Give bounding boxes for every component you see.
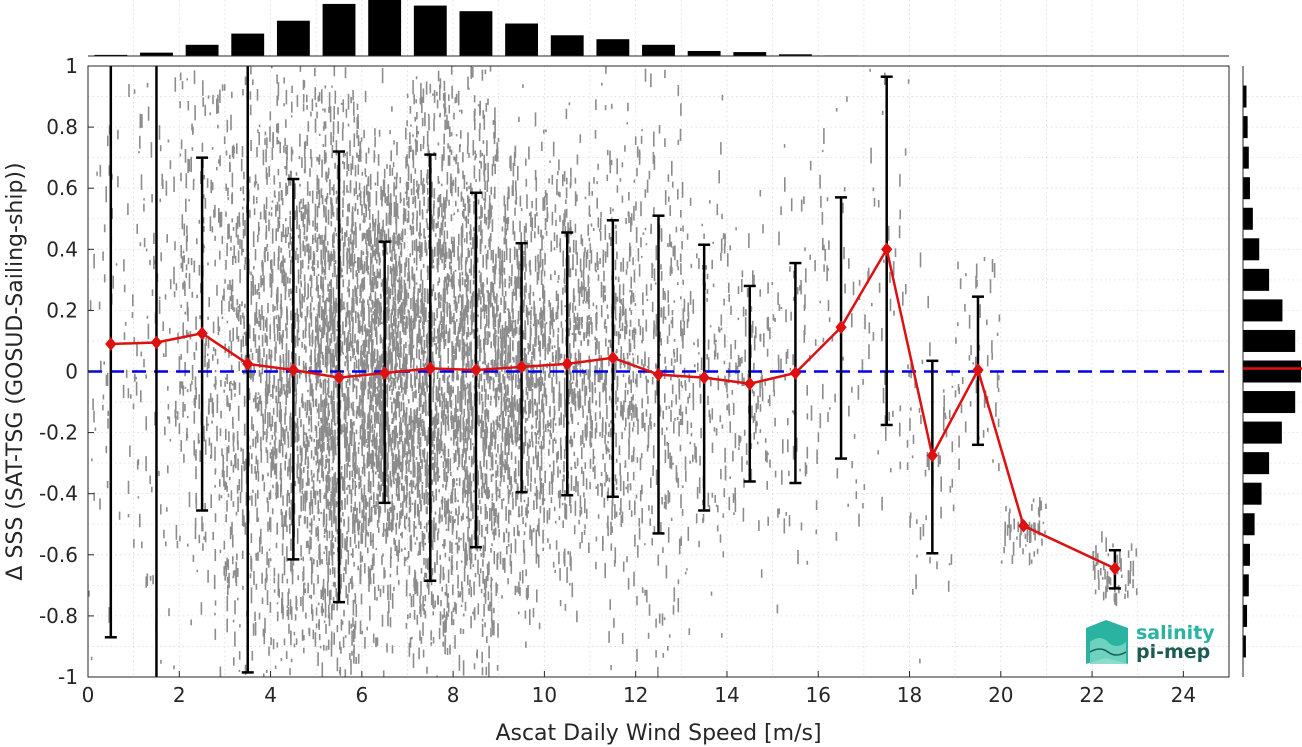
right-histogram-bar xyxy=(1243,482,1262,505)
top-histogram-bar xyxy=(733,52,767,56)
y-tick-label: -0.4 xyxy=(39,482,78,506)
mean-marker xyxy=(1017,518,1030,533)
mean-marker xyxy=(926,448,938,463)
mean-marker xyxy=(1109,561,1121,576)
top-histogram-bar xyxy=(368,0,402,56)
right-histogram-bar xyxy=(1243,391,1296,414)
mean-marker xyxy=(424,361,436,376)
right-histogram-bar xyxy=(1243,513,1255,536)
x-tick-label: 12 xyxy=(623,683,648,707)
top-histogram-bar xyxy=(459,11,493,56)
y-tick-label: 1 xyxy=(65,54,78,78)
x-axis-title: Ascat Daily Wind Speed [m/s] xyxy=(495,721,821,746)
y-tick-labels: -1 -0.8 -0.6 -0.4 -0.2 0 0.2 0.4 0.6 0.8 1 xyxy=(39,54,94,689)
logo-wave-highlight xyxy=(1090,638,1126,664)
x-tick-label: 8 xyxy=(447,683,460,707)
right-histogram-bar xyxy=(1243,116,1248,139)
mean-marker xyxy=(561,357,573,371)
logo-text-pi-mep: pi-mep xyxy=(1136,641,1210,663)
y-tick-label: 0 xyxy=(65,360,78,384)
x-tick-label: 18 xyxy=(897,683,922,707)
top-histogram-bar xyxy=(550,35,584,56)
mean-marker xyxy=(607,350,619,365)
right-histogram-bar xyxy=(1243,85,1247,108)
mean-marker xyxy=(972,363,984,377)
y-tick-label: -0.2 xyxy=(39,421,78,445)
x-tick-label: 20 xyxy=(988,683,1013,707)
right-histogram-bar xyxy=(1243,635,1246,658)
x-tick-labels: 0 2 4 6 8 10 12 14 16 18 20 22 24 xyxy=(82,671,1196,707)
y-tick-label: -1 xyxy=(58,665,78,689)
mean-marker xyxy=(242,357,254,371)
x-tick-label: 6 xyxy=(355,683,368,707)
mean-line xyxy=(105,242,1121,576)
y-tick-label: 0.2 xyxy=(46,298,78,322)
mean-marker xyxy=(698,370,710,385)
right-histogram-bar xyxy=(1243,238,1260,261)
mean-polyline xyxy=(110,245,1116,570)
mean-marker xyxy=(515,360,528,374)
right-histogram-bar xyxy=(1243,146,1249,169)
y-tick-label: -0.8 xyxy=(39,604,78,628)
top-histogram-bar xyxy=(413,5,447,57)
top-histogram-bar xyxy=(94,54,128,56)
mean-marker xyxy=(333,370,345,385)
x-tick-label: 0 xyxy=(82,683,95,707)
top-histogram-bar xyxy=(322,3,356,57)
right-histogram xyxy=(1242,66,1302,677)
top-histogram-bar xyxy=(642,44,675,56)
right-histogram-bar xyxy=(1243,329,1296,352)
right-histogram-bar xyxy=(1243,421,1282,444)
mean-marker xyxy=(835,320,847,334)
y-axis-title: Δ SSS (SAT-TSG (GOSUD-Sailing-ship)) xyxy=(3,162,28,580)
y-tick-label: -0.6 xyxy=(39,543,78,567)
y-tick-label: 0.6 xyxy=(46,176,78,200)
mean-marker xyxy=(470,363,482,377)
right-histogram-bar xyxy=(1243,452,1270,475)
right-histogram-bar xyxy=(1243,177,1250,200)
x-tick-label: 2 xyxy=(173,683,186,707)
top-histogram-bar xyxy=(778,54,812,56)
logo-wave-icon xyxy=(1086,620,1128,664)
x-tick-label: 4 xyxy=(264,683,277,707)
top-histogram-bar xyxy=(185,44,219,56)
mean-marker xyxy=(196,326,208,341)
top-histogram-bar xyxy=(231,33,265,56)
mean-marker xyxy=(379,366,391,380)
mean-marker xyxy=(652,367,665,382)
top-histogram-bar xyxy=(505,23,539,56)
salinity-pi-mep-logo: salinity pi-mep xyxy=(1086,620,1215,664)
right-histogram-bar xyxy=(1243,268,1270,291)
x-tick-label: 22 xyxy=(1079,683,1104,707)
right-histogram-bar xyxy=(1243,299,1283,322)
top-histogram-bar xyxy=(276,20,310,56)
x-tick-label: 10 xyxy=(532,683,557,707)
right-histogram-bar xyxy=(1243,604,1248,627)
scatter-points xyxy=(88,66,1138,677)
mean-marker xyxy=(744,376,756,391)
mean-marker xyxy=(881,242,893,257)
top-histogram-bar xyxy=(596,39,630,56)
y-tick-label: 0.4 xyxy=(46,237,78,261)
logo-text-salinity: salinity xyxy=(1136,622,1215,644)
x-tick-label: 24 xyxy=(1171,683,1196,707)
top-histogram-bar xyxy=(687,50,721,56)
top-histogram-bar xyxy=(140,52,173,56)
top-histogram xyxy=(88,0,1229,57)
mean-marker xyxy=(105,337,117,351)
x-tick-label: 14 xyxy=(714,683,739,707)
mean-marker xyxy=(789,366,802,380)
logo-wave-line xyxy=(1089,648,1127,656)
mean-marker xyxy=(287,363,300,377)
right-histogram-bar xyxy=(1243,543,1250,566)
right-histogram-bar xyxy=(1243,574,1249,597)
mean-marker xyxy=(150,335,163,350)
right-histogram-bar xyxy=(1243,207,1253,230)
y-tick-label: 0.8 xyxy=(46,115,78,139)
scatter-cloud xyxy=(88,66,1138,677)
right-histogram-bar xyxy=(1243,360,1301,383)
x-tick-label: 16 xyxy=(806,683,831,707)
